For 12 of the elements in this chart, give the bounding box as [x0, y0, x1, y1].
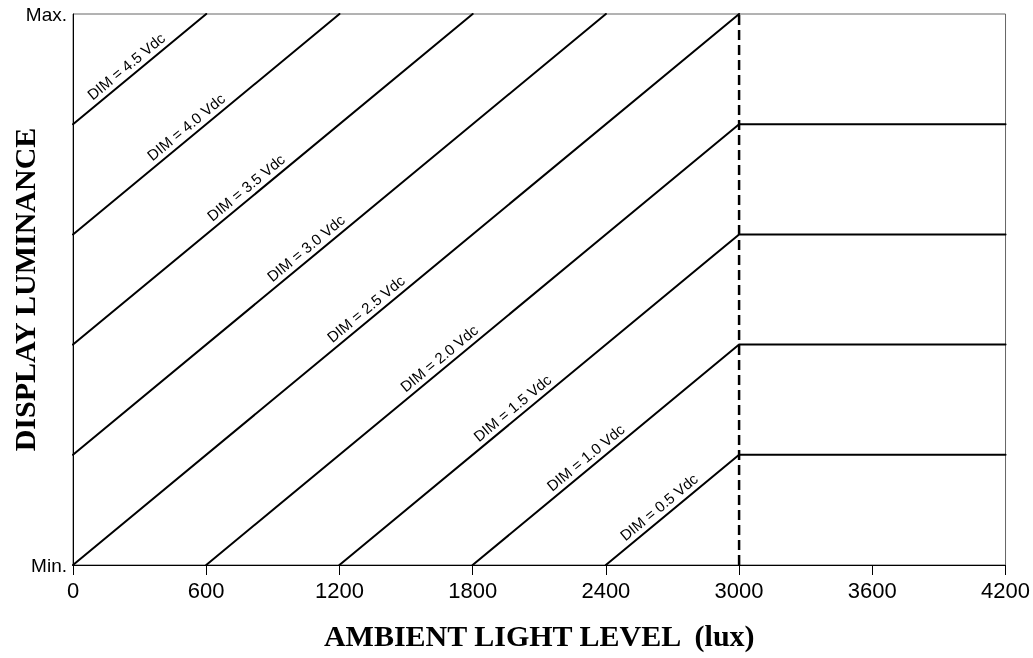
x-tick-label: 0: [66, 577, 80, 603]
x-tick-label: 1800: [448, 577, 498, 603]
x-tick-label: 1200: [314, 577, 364, 603]
y-axis-title: DISPLAY LUMINANCE: [7, 127, 41, 452]
x-axis-title: AMBIENT LIGHT LEVEL (lux): [323, 618, 755, 653]
x-tick-label: 4200: [981, 577, 1031, 603]
x-tick-label: 3600: [847, 577, 897, 603]
text: Max.: [25, 3, 67, 25]
text: Min.: [31, 554, 67, 576]
x-tick-label: 2400: [581, 577, 631, 603]
x-tick-label: 600: [187, 577, 225, 603]
x-tick-label: 3000: [714, 577, 764, 603]
